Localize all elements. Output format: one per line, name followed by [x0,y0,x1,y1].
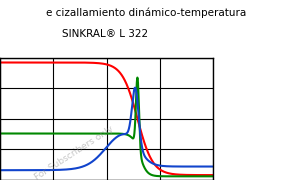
Text: For Subscribers only: For Subscribers only [34,124,116,180]
Text: SINKRAL® L 322: SINKRAL® L 322 [62,29,148,39]
Text: e cizallamiento dinámico-temperatura: e cizallamiento dinámico-temperatura [46,7,246,18]
